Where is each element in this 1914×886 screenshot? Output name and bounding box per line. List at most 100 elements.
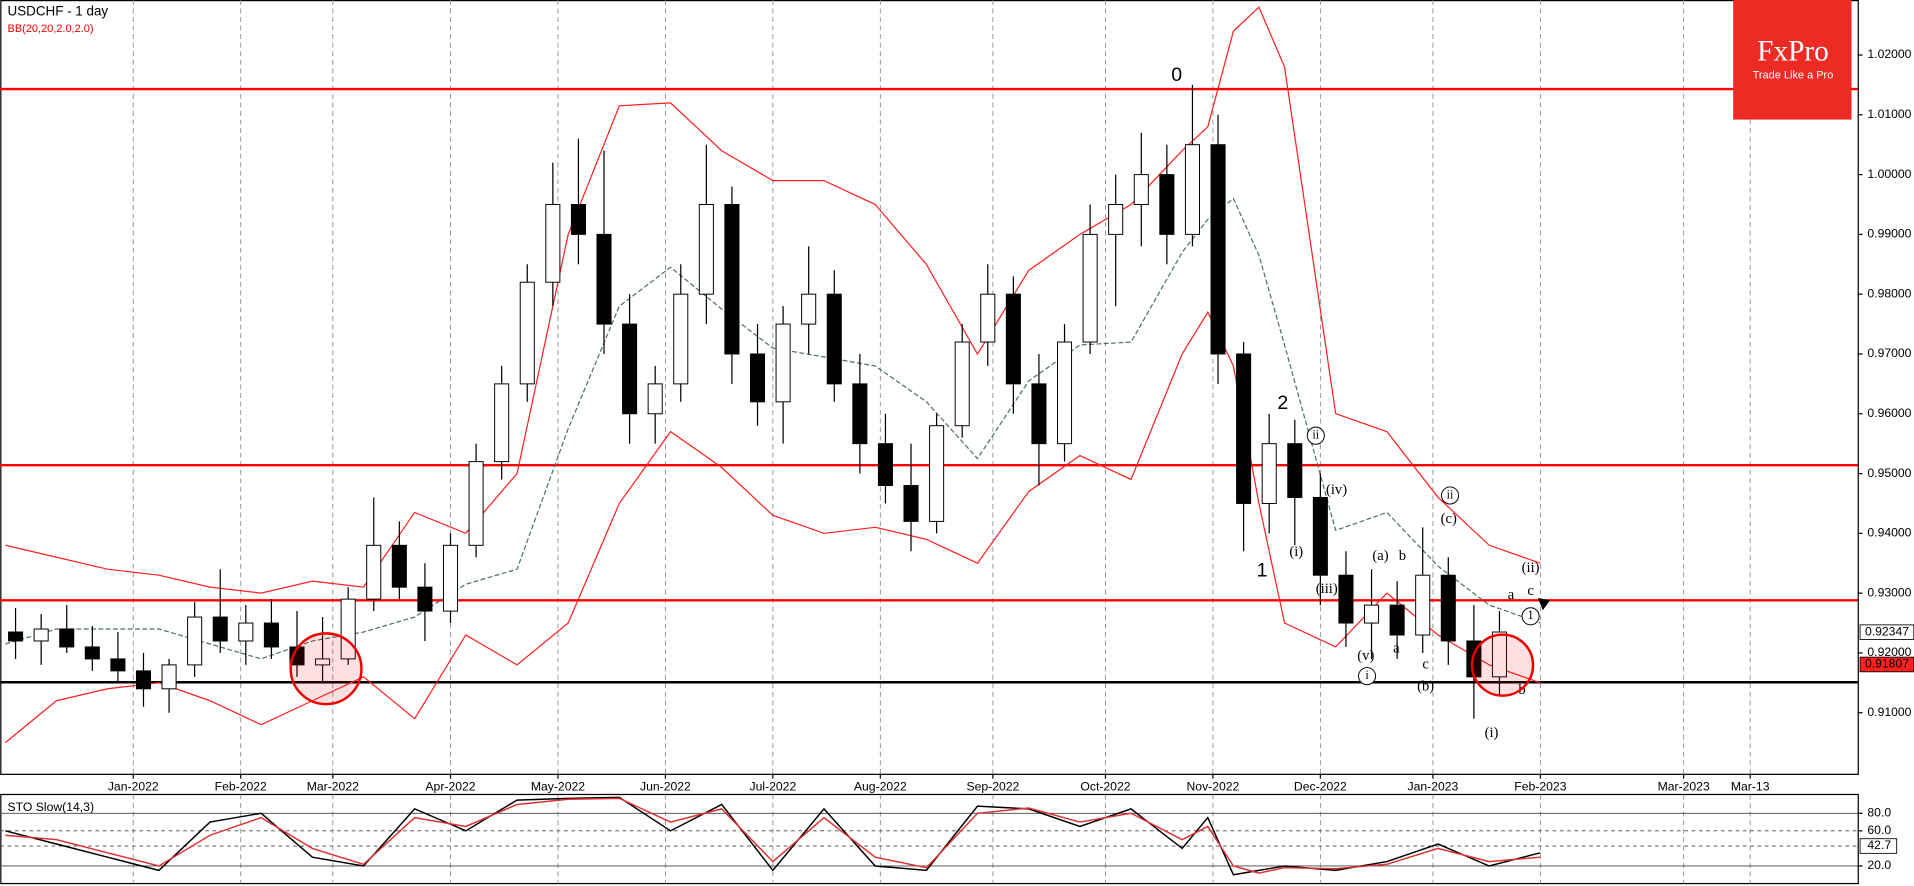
- candle-body: [238, 622, 254, 642]
- wave-label: (i): [1289, 544, 1303, 560]
- candle-body: [698, 204, 714, 295]
- candle-body: [877, 443, 893, 487]
- wave-label: (iii): [1316, 581, 1338, 597]
- x-tick-label: Jun-2022: [640, 779, 691, 793]
- y-tick-label: 0.98000: [1867, 286, 1911, 300]
- annotation-circle: [1306, 426, 1325, 445]
- x-tick-label: Oct-2022: [1080, 779, 1130, 793]
- annotation-circle: [1521, 607, 1540, 626]
- wave-label: i: [1365, 668, 1369, 682]
- y-tick-label: 0.92000: [1867, 645, 1911, 659]
- candle-body: [468, 461, 484, 546]
- wave-label: (c): [1441, 511, 1457, 527]
- candle-body: [673, 293, 689, 385]
- candle-body: [1389, 604, 1405, 636]
- y-tick-label: 0.91000: [1867, 705, 1911, 719]
- indicator-label: BB(20,20,2.0,2.0): [8, 23, 94, 35]
- wave-label: 0: [1171, 64, 1182, 86]
- price-label: 0.92347: [1865, 624, 1909, 638]
- x-tick-label: Apr-2022: [425, 779, 475, 793]
- wave-label: (iv): [1326, 482, 1347, 498]
- wave-label: (a): [1372, 548, 1388, 564]
- x-tick-label: Jul-2022: [749, 779, 796, 793]
- candle-body: [1031, 383, 1047, 445]
- logo-tagline: Trade Like a Pro: [1753, 70, 1834, 82]
- y-tick-label: 0.94000: [1867, 526, 1911, 540]
- candle-body: [212, 616, 228, 642]
- candle-body: [366, 544, 382, 600]
- candle-body: [1287, 443, 1303, 498]
- stochastic-title: STO Slow(14,3): [8, 800, 94, 814]
- candle-body: [315, 658, 331, 666]
- y-tick-label: 0.99000: [1867, 227, 1911, 241]
- y-tick-label: 20.0: [1867, 858, 1891, 872]
- candle-body: [826, 293, 842, 385]
- upper-band: [5, 6, 1541, 594]
- candle-body: [1082, 233, 1098, 343]
- candle-body: [801, 293, 817, 325]
- candle-body: [1005, 293, 1021, 385]
- candle-body: [59, 628, 75, 648]
- highlight-circle: [1470, 633, 1535, 697]
- wave-label: 2: [1277, 392, 1288, 414]
- y-tick-label: 0.97000: [1867, 346, 1911, 360]
- x-tick-label: Jan-2023: [1408, 779, 1459, 793]
- wave-label: a: [1508, 587, 1515, 603]
- x-tick-label: Feb-2022: [215, 779, 267, 793]
- candle-body: [1491, 631, 1507, 678]
- candle-body: [8, 631, 24, 642]
- candle-body: [1236, 353, 1252, 504]
- wave-label: 1: [1528, 608, 1534, 622]
- x-tick-label: Sep-2022: [966, 779, 1019, 793]
- wave-label: 1: [1257, 559, 1268, 581]
- annotation-circle: [1441, 486, 1460, 505]
- candle-body: [442, 544, 459, 612]
- x-tick-label: Mar-2022: [307, 779, 359, 793]
- candle-body: [187, 616, 203, 666]
- candle-body: [1210, 144, 1226, 355]
- x-tick-label: Mar-2023: [1658, 779, 1710, 793]
- arrow-head: [1537, 597, 1551, 611]
- stochastic-panel: [0, 793, 1859, 885]
- candle-body: [852, 383, 868, 445]
- candle-body: [622, 323, 638, 415]
- candle-body: [545, 204, 561, 283]
- x-tick-label: Aug-2022: [854, 779, 907, 793]
- candle-body: [33, 628, 49, 642]
- wave-label: c: [1527, 583, 1534, 599]
- wave-label: (ii): [1522, 560, 1540, 576]
- candle-body: [570, 204, 586, 235]
- candle-body: [135, 670, 152, 690]
- candle-body: [749, 353, 766, 403]
- x-tick-label: Feb-2023: [1514, 779, 1566, 793]
- x-tick-label: Dec-2022: [1294, 779, 1347, 793]
- current-box: [1859, 838, 1898, 854]
- y-tick-label: 0.93000: [1867, 585, 1911, 599]
- y-tick-label: 1.02000: [1867, 47, 1911, 61]
- wave-label: ii: [1447, 487, 1454, 501]
- candle-body: [1108, 204, 1124, 235]
- candle-body: [1184, 144, 1200, 235]
- highlight-circle: [289, 632, 363, 706]
- wave-label: b: [1399, 548, 1406, 564]
- candle-body: [519, 281, 535, 385]
- current-label: 42.7: [1867, 838, 1891, 852]
- candle-body: [1338, 574, 1354, 624]
- y-tick-label: 60.0: [1867, 823, 1891, 837]
- x-tick-label: Jan-2022: [108, 779, 159, 793]
- logo-box: [1733, 0, 1852, 120]
- candle-body: [954, 341, 970, 427]
- candle-body: [1261, 443, 1277, 504]
- wave-label: (v): [1357, 648, 1374, 664]
- candle-body: [929, 425, 945, 522]
- candle-body: [110, 658, 126, 672]
- lower-band: [4, 310, 1541, 744]
- annotation-circle: [1358, 667, 1377, 686]
- candle-body: [1133, 174, 1149, 205]
- candle-body: [161, 664, 177, 690]
- candle-body: [494, 383, 510, 463]
- candle-body: [1312, 496, 1328, 576]
